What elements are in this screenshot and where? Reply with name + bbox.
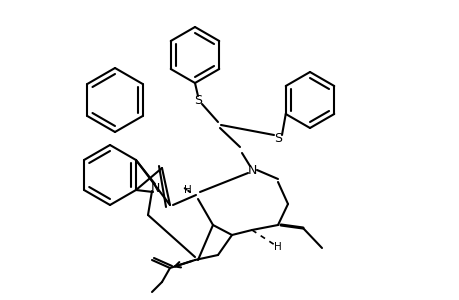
Text: N: N bbox=[150, 182, 159, 194]
Text: S: S bbox=[274, 131, 281, 145]
Text: N: N bbox=[247, 164, 256, 176]
Text: H: H bbox=[184, 185, 191, 195]
Text: H: H bbox=[274, 242, 281, 252]
Text: S: S bbox=[194, 94, 202, 106]
